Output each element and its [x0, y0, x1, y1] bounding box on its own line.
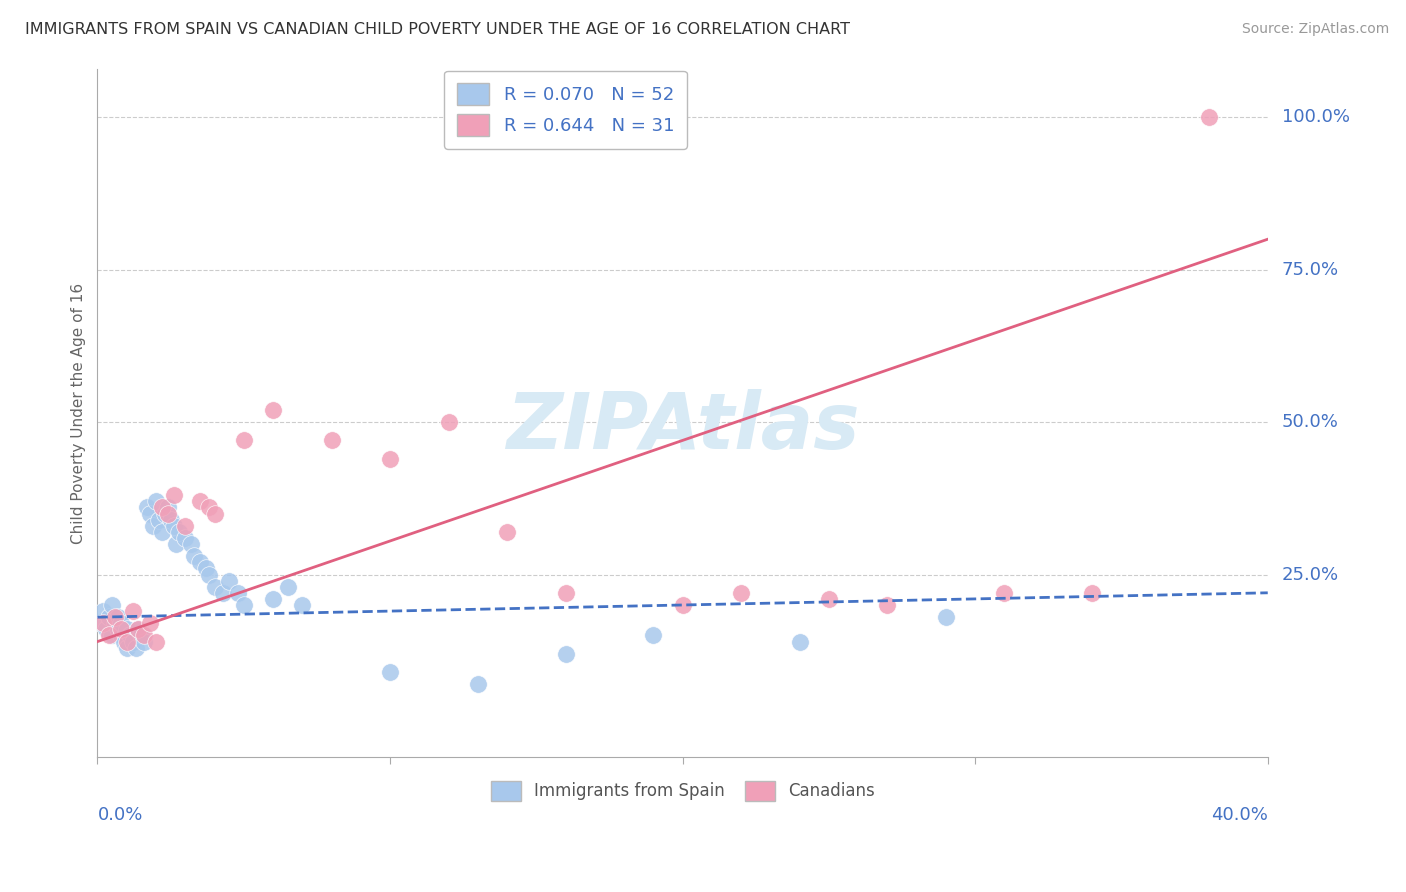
Point: [139, 616, 162, 631]
Point: [554, 647, 576, 661]
Point: [1198, 110, 1220, 124]
Point: [142, 518, 165, 533]
Point: [876, 598, 898, 612]
Point: [110, 623, 132, 637]
Text: ZIPAtlas: ZIPAtlas: [506, 389, 859, 465]
Point: [156, 500, 179, 515]
Text: 50.0%: 50.0%: [1282, 413, 1339, 431]
Point: [818, 591, 841, 606]
Point: [148, 513, 170, 527]
Point: [194, 561, 217, 575]
Point: [672, 598, 695, 612]
Point: [159, 513, 181, 527]
Point: [496, 524, 519, 539]
Point: [730, 586, 752, 600]
Point: [188, 555, 211, 569]
Point: [162, 488, 184, 502]
Point: [153, 507, 176, 521]
Point: [107, 623, 129, 637]
Text: 40.0%: 40.0%: [1211, 805, 1268, 823]
Point: [226, 586, 249, 600]
Point: [96, 623, 118, 637]
Point: [204, 507, 226, 521]
Point: [101, 598, 124, 612]
Point: [134, 628, 156, 642]
Point: [112, 634, 135, 648]
Point: [232, 434, 254, 448]
Point: [467, 677, 489, 691]
Point: [89, 616, 111, 631]
Point: [174, 518, 197, 533]
Point: [93, 604, 115, 618]
Point: [134, 634, 156, 648]
Text: IMMIGRANTS FROM SPAIN VS CANADIAN CHILD POVERTY UNDER THE AGE OF 16 CORRELATION : IMMIGRANTS FROM SPAIN VS CANADIAN CHILD …: [25, 22, 851, 37]
Point: [93, 616, 115, 631]
Point: [277, 580, 299, 594]
Point: [162, 518, 184, 533]
Point: [107, 610, 129, 624]
Point: [218, 574, 240, 588]
Point: [166, 537, 188, 551]
Point: [291, 598, 314, 612]
Text: Source: ZipAtlas.com: Source: ZipAtlas.com: [1241, 22, 1389, 37]
Point: [188, 494, 211, 508]
Point: [197, 500, 219, 515]
Point: [262, 591, 284, 606]
Point: [110, 616, 132, 631]
Point: [127, 623, 149, 637]
Point: [150, 524, 173, 539]
Point: [789, 634, 811, 648]
Point: [156, 507, 179, 521]
Text: 100.0%: 100.0%: [1282, 108, 1350, 127]
Point: [437, 415, 460, 429]
Point: [643, 628, 665, 642]
Point: [204, 580, 226, 594]
Point: [150, 500, 173, 515]
Point: [98, 610, 121, 624]
Point: [180, 537, 202, 551]
Point: [935, 610, 957, 624]
Legend: Immigrants from Spain, Canadians: Immigrants from Spain, Canadians: [481, 771, 884, 811]
Point: [993, 586, 1015, 600]
Text: 25.0%: 25.0%: [1282, 566, 1339, 583]
Text: 75.0%: 75.0%: [1282, 260, 1339, 278]
Point: [169, 524, 191, 539]
Point: [136, 500, 159, 515]
Point: [212, 586, 235, 600]
Point: [378, 451, 401, 466]
Point: [321, 434, 343, 448]
Text: 0.0%: 0.0%: [97, 805, 143, 823]
Point: [232, 598, 254, 612]
Point: [110, 628, 132, 642]
Point: [98, 628, 121, 642]
Point: [115, 623, 138, 637]
Point: [145, 494, 167, 508]
Point: [121, 604, 143, 618]
Y-axis label: Child Poverty Under the Age of 16: Child Poverty Under the Age of 16: [72, 283, 86, 543]
Point: [554, 586, 576, 600]
Point: [104, 610, 127, 624]
Point: [145, 634, 167, 648]
Point: [131, 628, 153, 642]
Point: [104, 616, 127, 631]
Point: [101, 628, 124, 642]
Point: [1081, 586, 1104, 600]
Point: [115, 640, 138, 655]
Point: [197, 567, 219, 582]
Point: [127, 623, 149, 637]
Point: [183, 549, 205, 564]
Point: [174, 531, 197, 545]
Point: [115, 634, 138, 648]
Point: [118, 628, 141, 642]
Point: [124, 640, 146, 655]
Point: [139, 507, 162, 521]
Point: [121, 634, 143, 648]
Point: [378, 665, 401, 679]
Point: [262, 403, 284, 417]
